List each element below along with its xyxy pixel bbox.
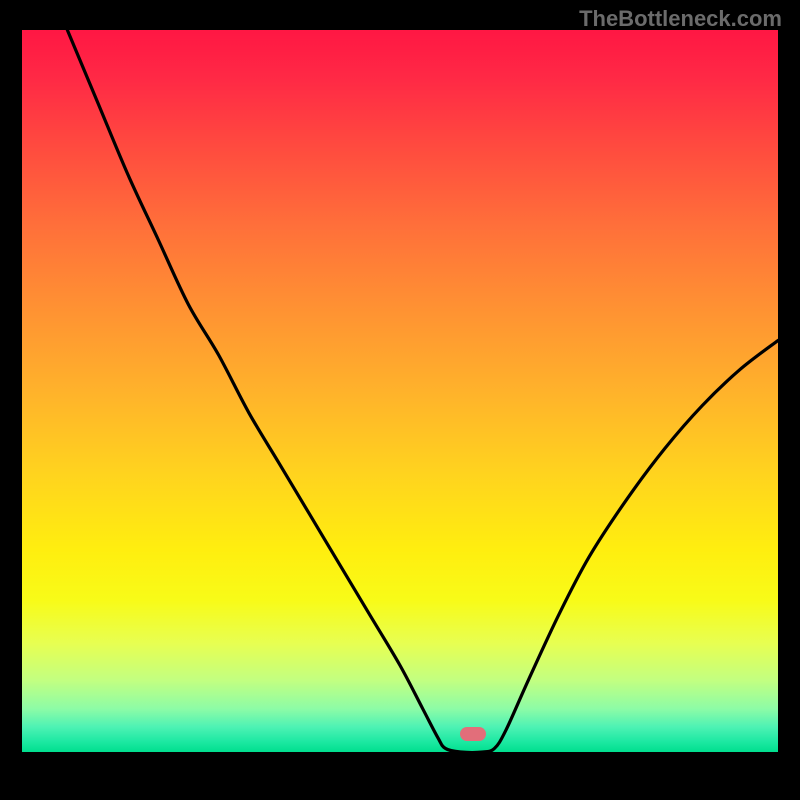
chart-frame: TheBottleneck.com: [12, 12, 788, 788]
watermark-text: TheBottleneck.com: [579, 6, 782, 32]
plot-area: [22, 30, 778, 752]
bottleneck-marker: [460, 727, 486, 741]
bottleneck-curve: [22, 30, 778, 752]
